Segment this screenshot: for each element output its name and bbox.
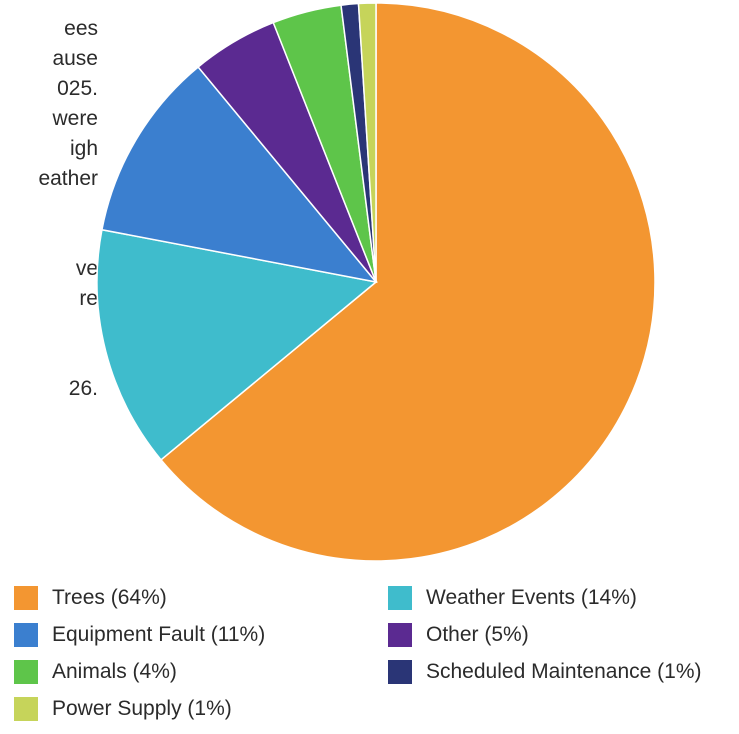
paragraph-line: 025.	[57, 77, 98, 100]
pie-slice-equipment-fault	[101, 65, 378, 284]
partial-paragraph: ees ause 025. were igh eather ve re 26.	[0, 14, 98, 404]
legend-item-other: Other (5%)	[388, 623, 529, 647]
legend-swatch	[14, 697, 38, 721]
legend-label: Equipment Fault (11%)	[52, 623, 266, 646]
pie-slice-weather-events	[96, 228, 378, 461]
legend-item-equipment-fault: Equipment Fault (11%)	[14, 623, 265, 647]
paragraph-line: ause	[52, 47, 98, 70]
legend-swatch	[388, 623, 412, 647]
pie-chart	[96, 2, 656, 562]
legend-label: Animals (4%)	[52, 660, 177, 683]
legend-swatch	[14, 660, 38, 684]
legend-label: Power Supply (1%)	[52, 697, 232, 720]
pie-slice-trees	[159, 2, 656, 562]
legend-label: Scheduled Maintenance (1%)	[426, 660, 702, 683]
pie-slice-power-supply	[357, 2, 377, 283]
paragraph-line: eather	[38, 167, 98, 190]
legend-item-scheduled-maintenance: Scheduled Maintenance (1%)	[388, 660, 702, 684]
paragraph-line: igh	[69, 137, 98, 160]
legend-swatch	[14, 586, 38, 610]
legend-swatch	[388, 660, 412, 684]
paragraph-line: ve	[75, 257, 98, 280]
legend-item-power-supply: Power Supply (1%)	[14, 697, 232, 721]
legend-label: Weather Events (14%)	[426, 586, 637, 609]
legend-item-trees: Trees (64%)	[14, 586, 167, 610]
paragraph-line: 26.	[68, 377, 98, 400]
legend-swatch	[388, 586, 412, 610]
legend-label: Trees (64%)	[52, 586, 167, 609]
paragraph-line: were	[52, 107, 98, 130]
legend-item-animals: Animals (4%)	[14, 660, 177, 684]
legend-swatch	[14, 623, 38, 647]
legend-item-weather-events: Weather Events (14%)	[388, 586, 637, 610]
paragraph-line: ees	[64, 17, 98, 40]
legend-label: Other (5%)	[426, 623, 529, 646]
paragraph-line: re	[79, 287, 98, 310]
